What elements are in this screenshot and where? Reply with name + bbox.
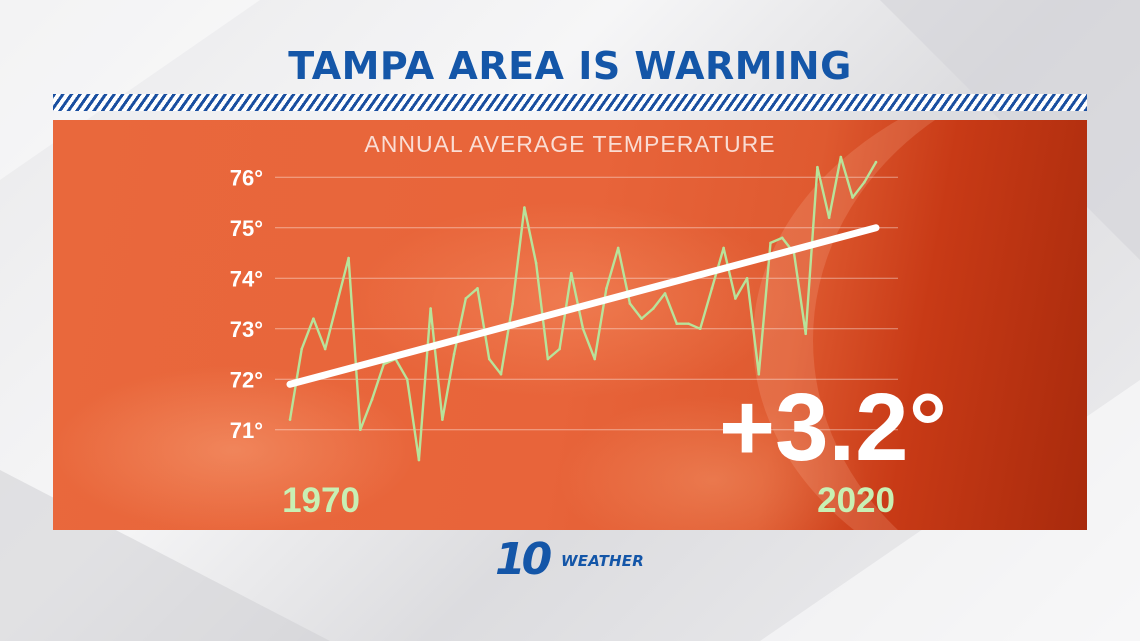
data-point-2011: [769, 241, 772, 245]
data-point-1991: [534, 261, 538, 265]
data-point-1977: [370, 398, 374, 401]
data-point-1981: [417, 458, 421, 462]
logo-mark-10: 10: [495, 534, 552, 585]
data-point-2004: [687, 322, 690, 325]
data-point-1984: [452, 352, 456, 356]
data-point-1996: [593, 357, 597, 361]
data-point-1997: [605, 287, 608, 290]
data-point-1982: [429, 307, 432, 310]
data-point-1974: [335, 302, 339, 305]
data-point-2006: [710, 287, 714, 290]
data-point-1988: [499, 372, 503, 376]
temperature-chart: ANNUAL AVERAGE TEMPERATURE 71°72°73°74°7…: [230, 131, 947, 520]
data-point-2008: [734, 297, 737, 300]
page-title: TAMPA AREA IS WARMING: [288, 44, 852, 88]
data-point-1970: [288, 418, 292, 421]
data-point-1978: [382, 362, 386, 366]
data-point-1993: [558, 347, 561, 351]
y-tick-label-1: 72°: [230, 367, 263, 392]
y-axis-ticks: 71° 72° 73° 74° 75° 76°: [230, 165, 263, 443]
data-point-1994: [569, 271, 573, 275]
data-point-2014: [804, 332, 807, 336]
data-point-2020: [874, 160, 878, 164]
data-point-1975: [347, 256, 350, 260]
data-point-1973: [323, 347, 327, 351]
y-tick-label-2: 73°: [230, 317, 263, 342]
data-point-1999: [628, 302, 632, 305]
data-point-2005: [698, 327, 702, 331]
data-point-2019: [862, 181, 866, 184]
data-point-1976: [359, 428, 362, 432]
y-tick-label-3: 74°: [230, 266, 263, 291]
data-point-2001: [652, 307, 655, 310]
data-point-1992: [546, 357, 550, 361]
data-point-2016: [827, 216, 831, 219]
x-start-label: 1970: [282, 481, 360, 520]
data-point-2009: [745, 276, 749, 280]
y-tick-label-0: 71°: [230, 418, 263, 443]
series-points: [288, 155, 878, 462]
data-point-2018: [851, 196, 854, 199]
data-point-1987: [487, 357, 491, 361]
chart-panel: ANNUAL AVERAGE TEMPERATURE 71° 72° 73° 74° 7…: [53, 120, 1087, 530]
trend-line: [286, 224, 880, 388]
data-point-2015: [816, 165, 819, 169]
data-point-1983: [441, 418, 444, 421]
data-point-1980: [405, 377, 409, 381]
warming-annotation: +3.2°: [719, 374, 947, 481]
data-point-1971: [300, 347, 304, 351]
data-point-2003: [675, 322, 679, 325]
hatch-divider: [53, 94, 1087, 111]
data-point-1995: [581, 327, 585, 331]
station-logo: 10 WEATHER: [495, 538, 655, 586]
data-point-2010: [757, 372, 761, 376]
data-point-2002: [663, 292, 667, 295]
data-point-2012: [780, 236, 784, 240]
data-point-1990: [523, 206, 526, 209]
data-point-1989: [511, 302, 514, 305]
y-tick-label-5: 76°: [230, 165, 263, 190]
chart-title: ANNUAL AVERAGE TEMPERATURE: [364, 131, 775, 157]
y-tick-label-4: 75°: [230, 216, 263, 241]
data-point-1998: [616, 246, 620, 250]
data-point-1986: [476, 287, 479, 290]
data-point-2017: [839, 155, 843, 159]
data-point-2007: [722, 246, 725, 250]
data-point-2000: [640, 317, 643, 320]
logo-wordmark: WEATHER: [561, 552, 644, 570]
data-point-1985: [464, 297, 468, 300]
data-point-1972: [312, 317, 315, 320]
grid-lines: [275, 176, 898, 431]
x-end-label: 2020: [817, 481, 895, 520]
